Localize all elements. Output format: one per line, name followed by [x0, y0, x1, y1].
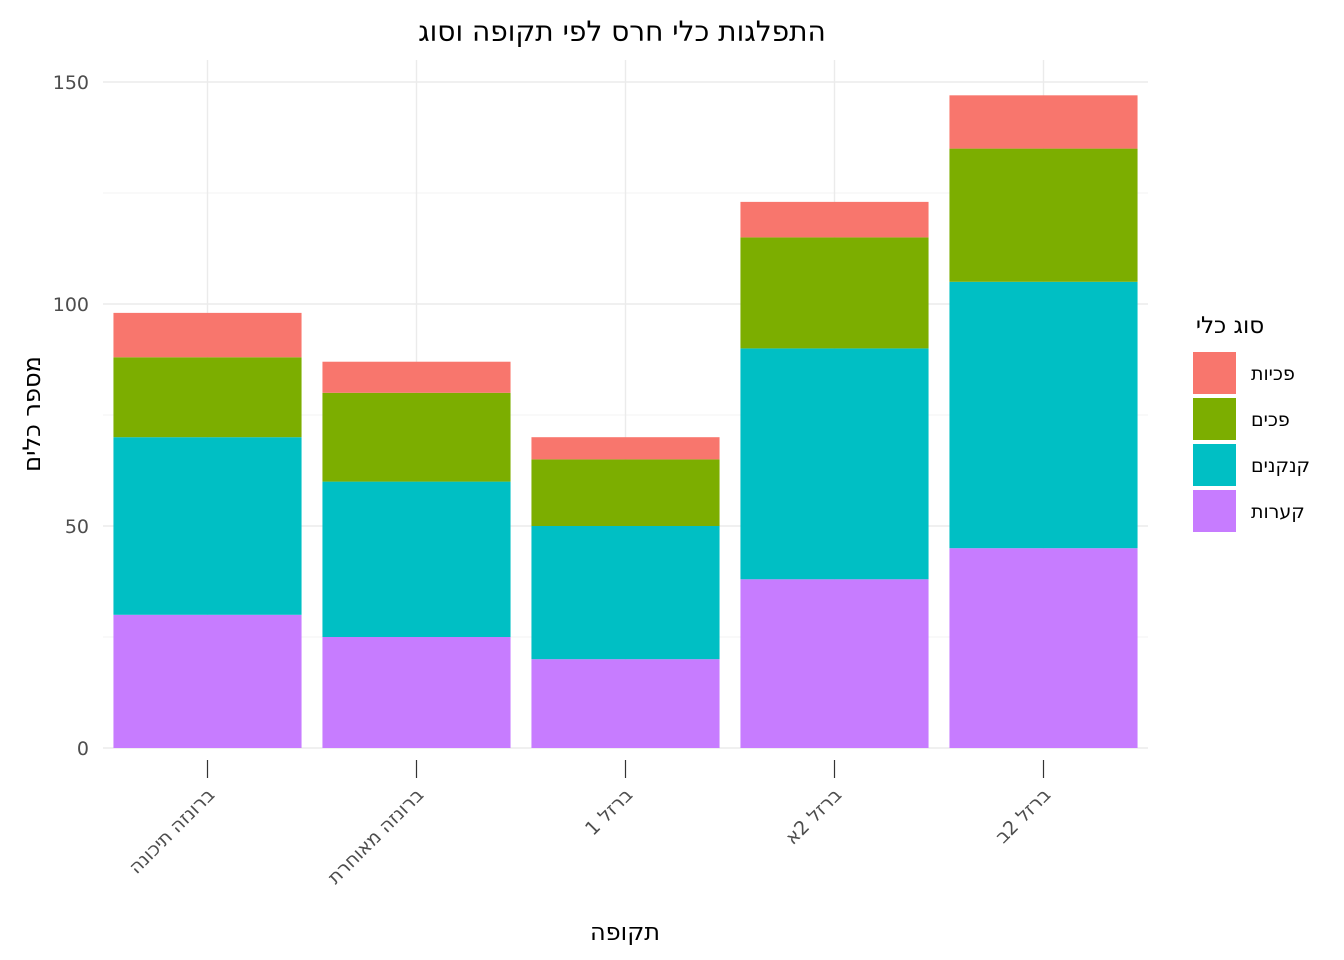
chart-bars — [113, 95, 1138, 748]
y-tick-label: 0 — [77, 738, 89, 760]
bar-segment — [531, 437, 720, 460]
bar-segment — [113, 437, 302, 615]
bar-segment — [322, 481, 511, 637]
bar-segment — [740, 201, 929, 238]
bar-segment — [740, 237, 929, 349]
y-tick-label: 150 — [53, 72, 89, 94]
bar-segment — [949, 281, 1138, 549]
bar-segment — [322, 361, 511, 393]
bar-segment — [531, 526, 720, 660]
bar-segment — [949, 95, 1138, 149]
y-axis: 0 50 100 150 — [53, 72, 89, 760]
bar-segment — [740, 348, 929, 580]
x-tick-label: ברונזה תיכונה — [125, 784, 219, 878]
bar-segment — [113, 614, 302, 748]
y-tick-label: 100 — [53, 294, 89, 316]
x-tick-label: ברזל 2א — [781, 784, 846, 849]
bar-segment — [949, 548, 1138, 748]
legend-swatch — [1193, 444, 1236, 486]
legend: סוג כלי פכיות פכים קנקנים קערות — [1193, 313, 1310, 532]
legend-title: סוג כלי — [1196, 313, 1264, 339]
legend-swatch — [1193, 398, 1236, 440]
chart-title: התפלגות כלי חרס לפי תקופה וסוג — [418, 15, 826, 48]
bar-segment — [531, 459, 720, 526]
bar-segment — [113, 312, 302, 358]
bar-segment — [531, 659, 720, 748]
y-axis-title: מספר כלים — [18, 356, 46, 472]
legend-swatch — [1193, 352, 1236, 394]
legend-swatch — [1193, 490, 1236, 532]
x-tick-label: ברזל 2ב — [991, 784, 1055, 848]
x-tick-label: ברזל 1 — [581, 784, 637, 840]
legend-label: פכים — [1251, 409, 1290, 431]
x-tick-label: ברונזה מאוחרת — [323, 784, 428, 889]
bar-segment — [740, 579, 929, 748]
y-tick-label: 50 — [65, 516, 89, 538]
legend-label: קנקנים — [1251, 455, 1310, 477]
legend-label: פכיות — [1251, 363, 1295, 385]
bar-segment — [322, 637, 511, 748]
x-axis-title: תקופה — [590, 918, 660, 946]
x-axis: ברונזה תיכונה ברונזה מאוחרת ברזל 1 ברזל 2א ב… — [125, 760, 1055, 889]
bar-segment — [322, 392, 511, 482]
bar-segment — [949, 148, 1138, 282]
bar-segment — [113, 357, 302, 438]
legend-label: קערות — [1251, 501, 1305, 523]
